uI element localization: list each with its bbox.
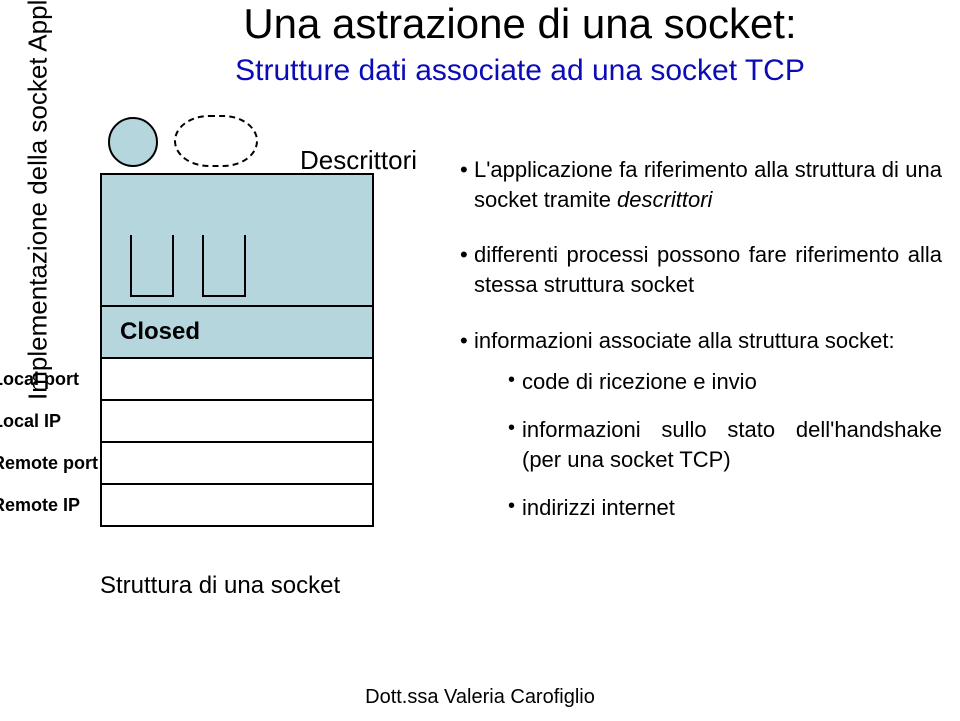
bullet-item: differenti processi possono fare riferim… (460, 240, 942, 299)
local-ip-label: Local IP (0, 411, 100, 432)
remote-port-row: Remote port (102, 443, 372, 485)
state-cell: Closed (102, 307, 372, 359)
page-subtitle: Strutture dati associate ad una socket T… (100, 54, 940, 88)
remote-ip-label: Remote IP (0, 495, 100, 516)
local-ip-row: Local IP (102, 401, 372, 443)
local-port-row: Local port (102, 359, 372, 401)
bullet-italic: descrittori (617, 187, 712, 212)
remote-ip-row: Remote IP (102, 485, 372, 525)
queue-icon (130, 235, 174, 297)
bullet-item: L'applicazione fa riferimento alla strut… (460, 155, 942, 214)
page-title: Una astrazione di una socket: (100, 0, 940, 48)
sub-bullet-item: code di ricezione e invio (508, 367, 942, 397)
remote-port-label: Remote port (0, 453, 100, 474)
bullet-item: informazioni associate alla struttura so… (460, 326, 942, 522)
vertical-axis-label: Implementazione della socket Applicazion… (23, 0, 54, 400)
local-port-label: Local port (0, 369, 100, 390)
structure-caption: Struttura di una socket (100, 572, 340, 600)
footer-author: Dott.ssa Valeria Carofiglio (0, 686, 960, 709)
sub-bullet-item: informazioni sullo stato dell'handshake … (508, 415, 942, 474)
bullet-list: L'applicazione fa riferimento alla strut… (460, 155, 942, 548)
queues-cell (102, 175, 372, 307)
sub-bullet-item: indirizzi internet (508, 493, 942, 523)
socket-structure-box: Closed Local port Local IP Remote port R… (100, 173, 374, 527)
socket-diagram: Descrittori Closed Local port Local IP R… (100, 115, 390, 527)
descriptor-circle-icon (108, 117, 158, 167)
bullet-text: informazioni associate alla struttura so… (474, 328, 895, 353)
queue-icon (202, 235, 246, 297)
descriptor-dashed-oval-icon (174, 115, 258, 167)
